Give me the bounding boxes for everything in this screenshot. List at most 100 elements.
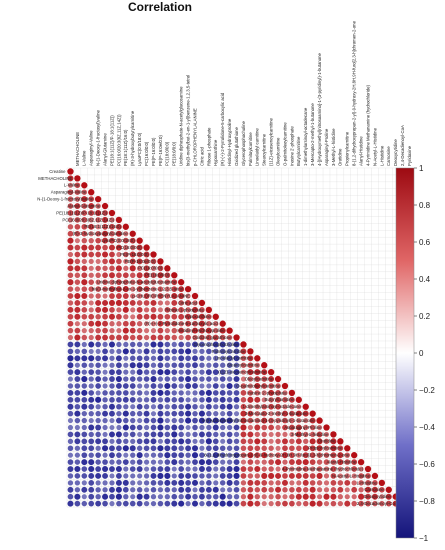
heatmap-cell — [74, 390, 81, 396]
heatmap-cell — [164, 327, 170, 334]
heatmap-cell — [309, 480, 316, 486]
heatmap-cell — [129, 320, 136, 327]
colorbar-tick-label: −0.2 — [419, 386, 435, 395]
column-label: Alanyl-Glutamine — [102, 133, 107, 166]
heatmap-cell — [129, 230, 136, 237]
heatmap-cell — [178, 445, 184, 452]
heatmap-cell — [164, 286, 170, 292]
heatmap-cell — [247, 466, 254, 472]
heatmap-cell — [178, 417, 184, 424]
heatmap-cell — [115, 466, 122, 473]
heatmap-cell — [268, 480, 274, 486]
heatmap-cell — [67, 203, 74, 209]
heatmap-cell — [150, 424, 157, 431]
heatmap-cell — [109, 493, 115, 500]
heatmap-cell — [150, 438, 157, 445]
heatmap-cell — [109, 480, 115, 486]
heatmap-cell — [323, 431, 330, 438]
heatmap-cell — [206, 445, 212, 452]
heatmap-cell — [143, 334, 150, 341]
heatmap-cell — [102, 480, 108, 486]
heatmap-cell — [330, 487, 337, 493]
heatmap-cell — [178, 424, 185, 431]
heatmap-cell — [88, 334, 94, 341]
heatmap-cell — [143, 417, 150, 424]
heatmap-cell — [157, 472, 164, 479]
heatmap-cell — [185, 328, 191, 334]
heatmap-cell — [275, 410, 281, 417]
heatmap-cell — [240, 466, 247, 472]
heatmap-cell — [136, 272, 143, 279]
heatmap-cell — [219, 403, 226, 410]
heatmap-cell — [254, 487, 261, 493]
heatmap-cell — [74, 383, 81, 389]
heatmap-cell — [74, 459, 81, 465]
heatmap-cell — [67, 258, 74, 265]
column-label: Inosine 2'-phosphate — [289, 126, 294, 166]
heatmap-cell — [282, 445, 288, 452]
heatmap-cell — [95, 383, 101, 389]
heatmap-cell — [330, 493, 337, 500]
heatmap-cell — [226, 466, 233, 472]
heatmap-cell — [275, 466, 281, 472]
heatmap-cell — [226, 341, 233, 348]
heatmap-cell — [282, 424, 288, 431]
heatmap-cell — [212, 313, 219, 320]
heatmap-cell — [157, 494, 164, 500]
heatmap-cell — [129, 424, 136, 431]
heatmap-cell — [136, 452, 143, 459]
heatmap-cell — [185, 293, 191, 299]
heatmap-cell — [95, 203, 101, 209]
heatmap-cell — [95, 417, 101, 424]
heatmap-cell — [219, 493, 226, 500]
heatmap-cell — [67, 431, 74, 438]
heatmap-cell — [178, 466, 185, 472]
heatmap-cell — [95, 244, 102, 251]
heatmap-cell — [178, 279, 185, 286]
colorbar-gradient — [395, 167, 415, 539]
heatmap-cell — [316, 466, 323, 472]
heatmap-cell — [143, 258, 150, 265]
heatmap-cell — [254, 355, 261, 362]
heatmap-cell — [136, 487, 143, 493]
heatmap-cell — [74, 279, 81, 285]
heatmap-cell — [67, 196, 74, 202]
heatmap-cell — [213, 431, 219, 438]
heatmap-cell — [171, 313, 178, 320]
heatmap-cell — [143, 369, 150, 375]
heatmap-cells — [67, 168, 406, 507]
heatmap-cell — [129, 348, 136, 355]
heatmap-cell — [108, 299, 116, 306]
heatmap-cell — [219, 452, 226, 458]
heatmap-cell — [129, 376, 136, 382]
row-label: PE(18:1(11Z)/P-18:1(11Z)) — [56, 210, 107, 215]
heatmap-cell — [226, 479, 233, 486]
heatmap-cell — [108, 313, 115, 320]
heatmap-cell — [206, 424, 212, 431]
heatmap-cell — [150, 272, 157, 279]
heatmap-cell — [247, 493, 254, 500]
heatmap-cell — [282, 494, 288, 500]
heatmap-cell — [136, 244, 143, 251]
heatmap-cell — [192, 362, 198, 369]
heatmap-cell — [240, 369, 247, 375]
heatmap-cell — [102, 216, 109, 223]
heatmap-cell — [192, 493, 198, 500]
heatmap-cell — [212, 452, 219, 459]
heatmap-cell — [102, 244, 108, 251]
heatmap-cell — [240, 397, 247, 403]
column-label: Linoelaidyl carnitine — [255, 128, 260, 166]
heatmap-cell — [205, 396, 212, 403]
heatmap-cell — [116, 321, 122, 327]
heatmap-cell — [212, 341, 219, 348]
heatmap-cell — [281, 382, 289, 390]
heatmap-cell — [95, 410, 101, 417]
heatmap-cell — [213, 355, 219, 361]
heatmap-cell — [171, 376, 177, 382]
heatmap-cell — [261, 486, 268, 493]
heatmap-cell — [330, 445, 337, 452]
heatmap-cell — [281, 479, 288, 486]
heatmap-cell — [358, 480, 364, 486]
heatmap-cell — [150, 369, 157, 375]
heatmap-cell — [143, 404, 150, 410]
